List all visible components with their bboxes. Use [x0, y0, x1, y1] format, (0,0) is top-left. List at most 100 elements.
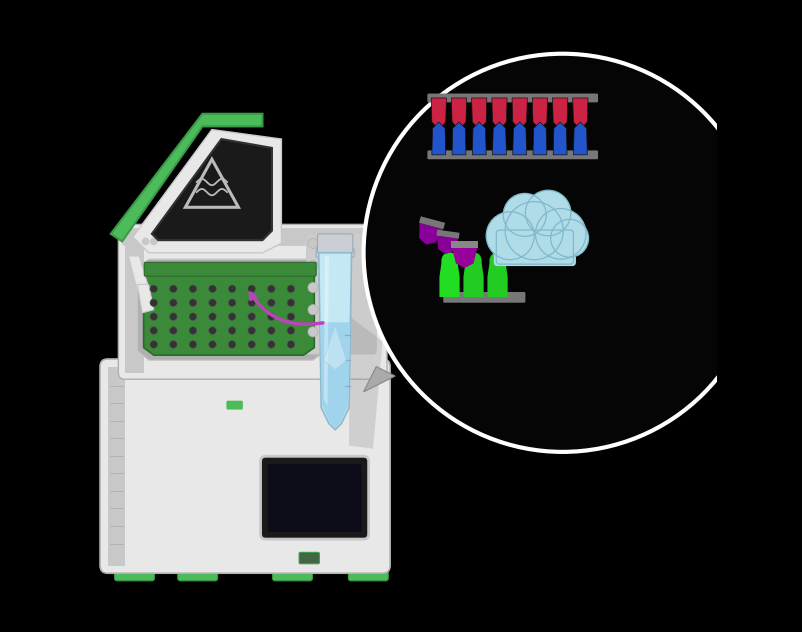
Polygon shape: [436, 229, 459, 239]
Circle shape: [169, 341, 177, 348]
Circle shape: [308, 238, 318, 248]
Polygon shape: [137, 259, 326, 360]
FancyBboxPatch shape: [427, 94, 597, 102]
Polygon shape: [137, 284, 153, 313]
Polygon shape: [144, 265, 314, 355]
FancyBboxPatch shape: [493, 228, 575, 266]
Circle shape: [308, 283, 318, 293]
Circle shape: [228, 313, 236, 320]
Polygon shape: [491, 98, 507, 130]
Polygon shape: [323, 256, 328, 406]
FancyBboxPatch shape: [298, 552, 319, 564]
Polygon shape: [128, 256, 148, 291]
FancyBboxPatch shape: [122, 228, 383, 246]
Circle shape: [209, 341, 216, 348]
Polygon shape: [419, 216, 444, 229]
Circle shape: [248, 299, 255, 307]
Circle shape: [267, 327, 275, 334]
FancyBboxPatch shape: [427, 150, 597, 159]
Circle shape: [150, 313, 157, 320]
Circle shape: [169, 299, 177, 307]
Circle shape: [150, 299, 157, 307]
Circle shape: [248, 327, 255, 334]
Polygon shape: [436, 236, 458, 254]
Circle shape: [550, 219, 588, 257]
Polygon shape: [107, 367, 124, 566]
Polygon shape: [452, 122, 465, 155]
Polygon shape: [512, 122, 526, 155]
Circle shape: [267, 299, 275, 307]
Circle shape: [267, 341, 275, 348]
Polygon shape: [532, 98, 547, 130]
Polygon shape: [552, 98, 567, 130]
FancyBboxPatch shape: [272, 560, 312, 581]
Polygon shape: [452, 248, 476, 268]
Circle shape: [228, 285, 236, 293]
Circle shape: [150, 341, 157, 348]
FancyBboxPatch shape: [226, 401, 242, 410]
Circle shape: [489, 252, 505, 269]
Polygon shape: [472, 122, 485, 155]
Circle shape: [209, 327, 216, 334]
Polygon shape: [319, 322, 350, 428]
Circle shape: [209, 285, 216, 293]
Circle shape: [189, 327, 196, 334]
FancyBboxPatch shape: [260, 456, 368, 539]
FancyBboxPatch shape: [115, 560, 154, 581]
Circle shape: [169, 313, 177, 320]
Polygon shape: [573, 122, 586, 155]
Circle shape: [189, 299, 196, 307]
Polygon shape: [363, 367, 395, 392]
Polygon shape: [431, 98, 446, 130]
Circle shape: [308, 305, 318, 315]
FancyBboxPatch shape: [348, 560, 387, 581]
Circle shape: [228, 341, 236, 348]
Polygon shape: [133, 130, 281, 253]
Polygon shape: [533, 122, 546, 155]
Polygon shape: [419, 223, 442, 245]
Polygon shape: [451, 98, 466, 130]
Circle shape: [248, 313, 255, 320]
Circle shape: [308, 327, 318, 337]
Polygon shape: [323, 325, 346, 370]
Circle shape: [504, 202, 562, 260]
Circle shape: [287, 327, 294, 334]
Circle shape: [441, 252, 457, 269]
Polygon shape: [512, 98, 527, 130]
Polygon shape: [487, 260, 507, 297]
Circle shape: [287, 341, 294, 348]
Circle shape: [150, 285, 157, 293]
FancyBboxPatch shape: [144, 262, 316, 276]
Circle shape: [209, 313, 216, 320]
Circle shape: [189, 313, 196, 320]
Circle shape: [287, 313, 294, 320]
Circle shape: [150, 238, 157, 245]
Circle shape: [485, 212, 533, 260]
FancyBboxPatch shape: [306, 234, 376, 354]
Circle shape: [267, 313, 275, 320]
Circle shape: [189, 341, 196, 348]
Circle shape: [503, 193, 545, 236]
Circle shape: [535, 209, 585, 259]
Circle shape: [363, 54, 761, 452]
Circle shape: [287, 299, 294, 307]
Circle shape: [525, 190, 570, 236]
Polygon shape: [152, 139, 272, 240]
FancyBboxPatch shape: [100, 359, 390, 573]
Circle shape: [142, 238, 149, 245]
Circle shape: [267, 285, 275, 293]
Polygon shape: [349, 316, 382, 449]
Circle shape: [150, 327, 157, 334]
Polygon shape: [431, 122, 445, 155]
Polygon shape: [471, 98, 486, 130]
FancyBboxPatch shape: [267, 464, 361, 532]
FancyBboxPatch shape: [177, 560, 217, 581]
FancyBboxPatch shape: [316, 248, 354, 257]
Circle shape: [465, 252, 481, 269]
Polygon shape: [463, 260, 483, 297]
Circle shape: [228, 327, 236, 334]
Circle shape: [169, 327, 177, 334]
Polygon shape: [451, 241, 477, 248]
FancyBboxPatch shape: [443, 292, 525, 303]
Circle shape: [209, 299, 216, 307]
